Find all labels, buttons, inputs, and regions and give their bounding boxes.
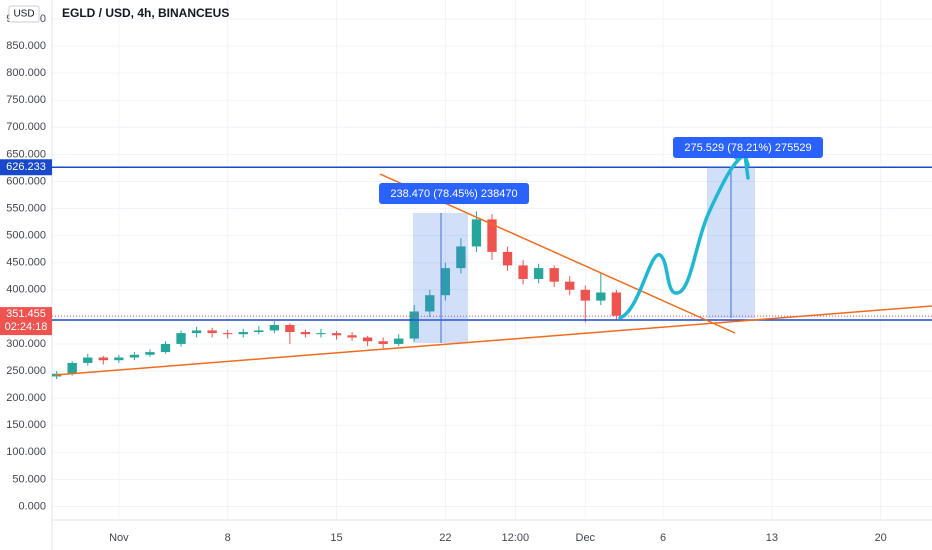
y-tick-label: 150.000 (6, 419, 46, 431)
y-tick-label: 0.000 (18, 500, 46, 512)
annotation: 238.470 (78.45%) 238470 (390, 188, 517, 200)
candle-body (549, 268, 559, 282)
candle-body (471, 219, 482, 247)
x-tick-label: 15 (330, 532, 342, 544)
last-price-badge (0, 307, 52, 336)
x-tick-label: Nov (109, 532, 129, 544)
x-tick-label: Dec (576, 532, 596, 544)
y-tick-label: 800.000 (6, 67, 46, 79)
x-tick-label: 13 (766, 532, 778, 544)
level-label: 626.233 (6, 161, 46, 173)
y-tick-label: 450.000 (6, 257, 46, 269)
countdown: 02:24:18 (5, 321, 48, 333)
x-tick-label: 8 (225, 532, 231, 544)
candle-body (394, 338, 404, 344)
x-tick-label: 6 (660, 532, 666, 544)
candle-body (425, 295, 435, 312)
y-tick-label: 250.000 (6, 365, 46, 377)
candle-body (456, 246, 466, 269)
y-tick-label: 500.000 (6, 230, 46, 242)
candle-body (191, 330, 202, 334)
y-tick-label: 50.000 (12, 473, 46, 485)
y-tick-label: 550.000 (6, 202, 46, 214)
annotation: 275.529 (78.21%) 275529 (684, 142, 811, 154)
candle-body (502, 251, 513, 266)
candle-body (533, 268, 544, 279)
candle-body (269, 325, 279, 331)
candle-body (300, 332, 311, 335)
candle-body (254, 330, 264, 333)
candle-body (114, 357, 124, 361)
candle-body (285, 325, 295, 333)
candle-body (565, 281, 575, 290)
candle-body (316, 333, 326, 335)
annotation-box (673, 137, 823, 158)
last-price-label: 351.455 (6, 308, 46, 320)
candle-body (145, 352, 155, 355)
candle-body (378, 341, 388, 344)
candle-body (238, 332, 248, 335)
x-tick-label: 22 (439, 532, 451, 544)
candle-body (611, 292, 622, 316)
candle-body (362, 337, 373, 342)
candle-body (160, 343, 171, 353)
level-badge (0, 159, 52, 176)
y-tick-label: 400.000 (6, 284, 46, 296)
candle-body (67, 362, 77, 374)
plot (52, 0, 932, 520)
y-axis: 0.000 50.000 100.000 150.000 200.000 250.000 3… (0, 13, 887, 544)
y-tick-label: 300.000 (6, 338, 46, 350)
y-tick-label: 600.000 (6, 175, 46, 187)
y-tick-label: 100.000 (6, 446, 46, 458)
y-tick-label: 200.000 (6, 392, 46, 404)
y-tick-label: 850.000 (6, 40, 46, 52)
x-tick-label: 12:00 (502, 532, 530, 544)
candle-body (98, 357, 108, 361)
candle-body (580, 289, 590, 301)
annotation-box (379, 183, 529, 204)
candle-body (347, 335, 357, 338)
candle-body (176, 333, 186, 344)
candle-body (223, 333, 233, 335)
y-tick-label: 650.000 (6, 148, 46, 160)
candle-body (409, 311, 419, 339)
y-tick-label: 750.000 (6, 94, 46, 106)
candle-body (207, 330, 217, 334)
currency-badge (8, 5, 40, 23)
x-tick-label: 20 (875, 532, 887, 544)
candle-body (129, 354, 140, 358)
chart-title: EGLD / USD, 4h, BINANCEUS (62, 6, 229, 20)
candle-body (83, 357, 93, 363)
candle-body (331, 333, 342, 336)
candle-body (440, 268, 451, 296)
y-tick-label: 700.000 (6, 121, 46, 133)
candle-body (596, 292, 606, 301)
trendline (54, 305, 932, 376)
candle-body (487, 219, 497, 252)
candle-body (518, 265, 528, 279)
currency: USD (13, 9, 34, 20)
